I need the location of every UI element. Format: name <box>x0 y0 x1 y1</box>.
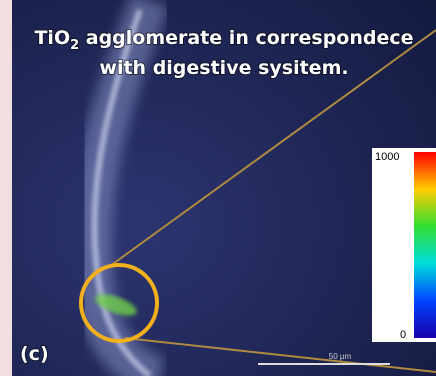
title-subscript: 2 <box>70 38 79 53</box>
colorbar <box>414 152 436 338</box>
title-text: agglomerate in correspondece <box>79 27 413 49</box>
title-line-2: with digestive sysitem. <box>99 57 348 79</box>
panel-label: (c) <box>20 343 49 365</box>
figure: 1000 0 50 µm (c) TiO2 agglomerate in cor… <box>0 0 436 376</box>
colorbar-min: 0 <box>400 329 406 341</box>
scale-bar-label: 50 µm <box>329 352 352 361</box>
title-formula: TiO <box>34 27 70 49</box>
colorbar-max: 1000 <box>375 151 399 163</box>
